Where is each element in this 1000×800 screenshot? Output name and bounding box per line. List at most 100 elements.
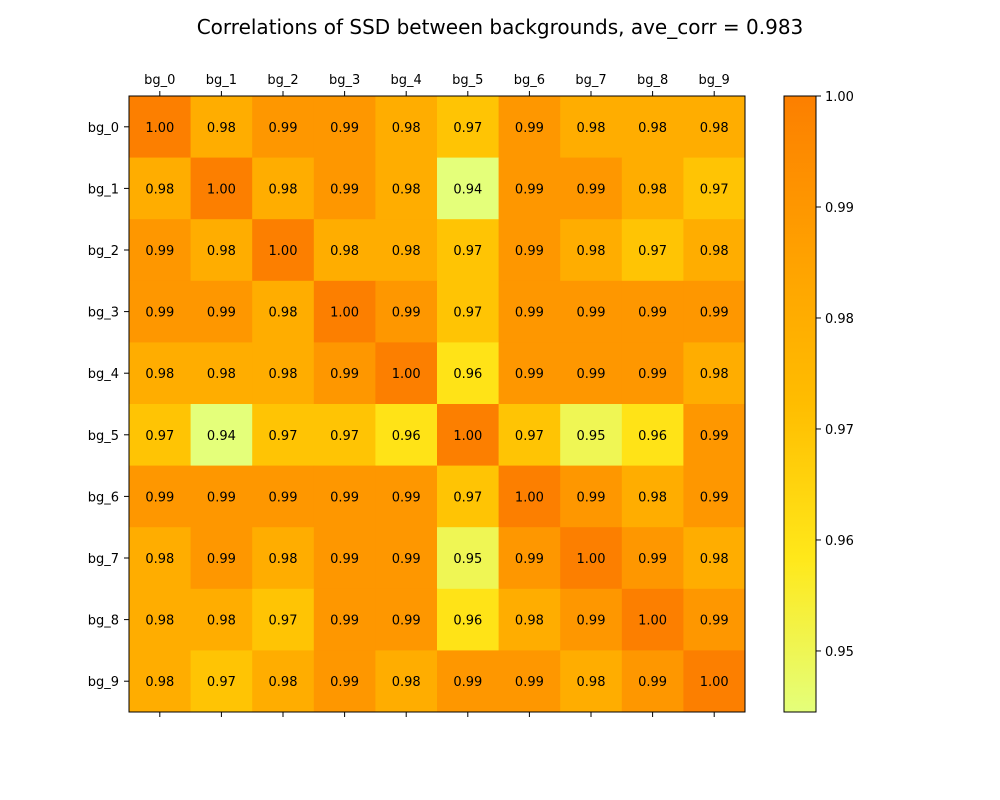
cell-value-label: 0.99 [638,367,667,382]
cell-value-label: 0.97 [269,614,298,629]
cell-value-label: 0.99 [145,490,174,505]
heatmap-cell [129,157,192,220]
heatmap-cell [498,342,561,405]
cell-value-label: 0.98 [269,675,298,690]
heatmap-cell [375,96,438,159]
colorbar-tick-label: 0.95 [825,645,854,660]
heatmap-cell [313,280,376,343]
heatmap-cell [129,465,192,528]
cell-value-label: 0.98 [700,121,729,136]
heatmap-cell [129,219,192,282]
chart-title: Correlations of SSD between backgrounds,… [197,15,804,39]
x-tick-label: bg_5 [452,73,483,88]
heatmap-cell [190,527,253,590]
cell-value-label: 0.99 [700,614,729,629]
cell-value-label: 0.98 [700,552,729,567]
heatmap-cell [498,588,561,651]
cell-value-label: 0.98 [145,675,174,690]
cell-value-label: 0.98 [515,614,544,629]
cell-value-label: 0.99 [330,552,359,567]
cell-value-label: 1.00 [330,306,359,321]
heatmap-cell [683,219,746,282]
cell-value-label: 0.98 [638,182,667,197]
x-tick-label: bg_6 [514,73,545,88]
cell-value-label: 0.98 [700,367,729,382]
cell-value-label: 0.99 [269,121,298,136]
colorbar-tick-label: 0.99 [825,201,854,216]
cell-value-label: 0.99 [700,429,729,444]
heatmap-cell [252,280,315,343]
cell-value-label: 0.97 [700,182,729,197]
heatmap-cell [621,219,684,282]
cell-value-label: 0.99 [700,306,729,321]
cell-value-label: 0.99 [330,367,359,382]
cell-value-label: 1.00 [638,614,667,629]
heatmap-cell [621,342,684,405]
x-tick-label: bg_3 [329,73,360,88]
heatmap-cell [252,404,315,467]
colorbar-tick-label: 0.97 [825,423,854,438]
cell-value-label: 0.99 [330,490,359,505]
heatmap-cell [683,342,746,405]
cell-value-label: 0.99 [638,306,667,321]
heatmap-cell [313,588,376,651]
heatmap-cell [313,465,376,528]
heatmap-cell [129,650,192,713]
heatmap-cell [313,650,376,713]
cell-value-label: 0.97 [330,429,359,444]
heatmap-cell [190,96,253,159]
cell-value-label: 0.97 [515,429,544,444]
heatmap-cell [129,588,192,651]
cell-value-label: 0.99 [638,675,667,690]
cell-value-label: 0.97 [453,306,482,321]
heatmap-cell [560,465,623,528]
heatmap-cell [621,280,684,343]
y-tick-label: bg_9 [88,675,119,690]
heatmap-cell [252,588,315,651]
heatmap-cell [683,650,746,713]
cell-value-label: 0.99 [577,367,606,382]
heatmap-cell [190,280,253,343]
cell-value-label: 0.96 [638,429,667,444]
cell-value-label: 0.94 [453,182,482,197]
cell-value-label: 0.97 [207,675,236,690]
cell-value-label: 0.99 [330,182,359,197]
heatmap-cell [375,342,438,405]
cell-value-label: 0.97 [453,244,482,259]
heatmap-cell [498,219,561,282]
heatmap-cell [560,157,623,220]
cell-value-label: 1.00 [515,490,544,505]
heatmap-cell [437,96,500,159]
heatmap-cell [437,280,500,343]
heatmap-cell [437,219,500,282]
heatmap-area: 1.00 0.98 0.99 0.99 0.98 0.97 0.99 0.98 0.98 0.98… [88,73,746,717]
cell-value-label: 1.00 [453,429,482,444]
cell-value-label: 0.97 [638,244,667,259]
x-tick-label: bg_8 [637,73,668,88]
cell-value-label: 0.98 [392,182,421,197]
colorbar: 0.95 0.96 0.97 0.98 0.99 1.00 [783,90,854,713]
cell-value-label: 0.99 [515,182,544,197]
plot-frame [128,95,746,713]
x-tick-label: bg_0 [144,73,175,88]
heatmap-cell [498,650,561,713]
heatmap-cell [498,404,561,467]
y-tick-label: bg_5 [88,429,119,444]
cell-value-label: 1.00 [207,182,236,197]
x-tick-label: bg_7 [575,73,606,88]
heatmap-cell [313,342,376,405]
cell-value-label: 1.00 [269,244,298,259]
cell-value-label: 0.99 [392,614,421,629]
heatmap-cell [437,527,500,590]
colorbar-tick-label: 0.96 [825,534,854,549]
y-tick-label: bg_6 [88,490,119,505]
heatmap-cell [621,588,684,651]
heatmap-cell [252,650,315,713]
y-tick-label: bg_3 [88,306,119,321]
heatmap-cell [313,96,376,159]
heatmap-cell [437,465,500,528]
cell-value-label: 0.98 [145,367,174,382]
heatmap-cell [621,404,684,467]
cell-value-label: 0.98 [577,244,606,259]
